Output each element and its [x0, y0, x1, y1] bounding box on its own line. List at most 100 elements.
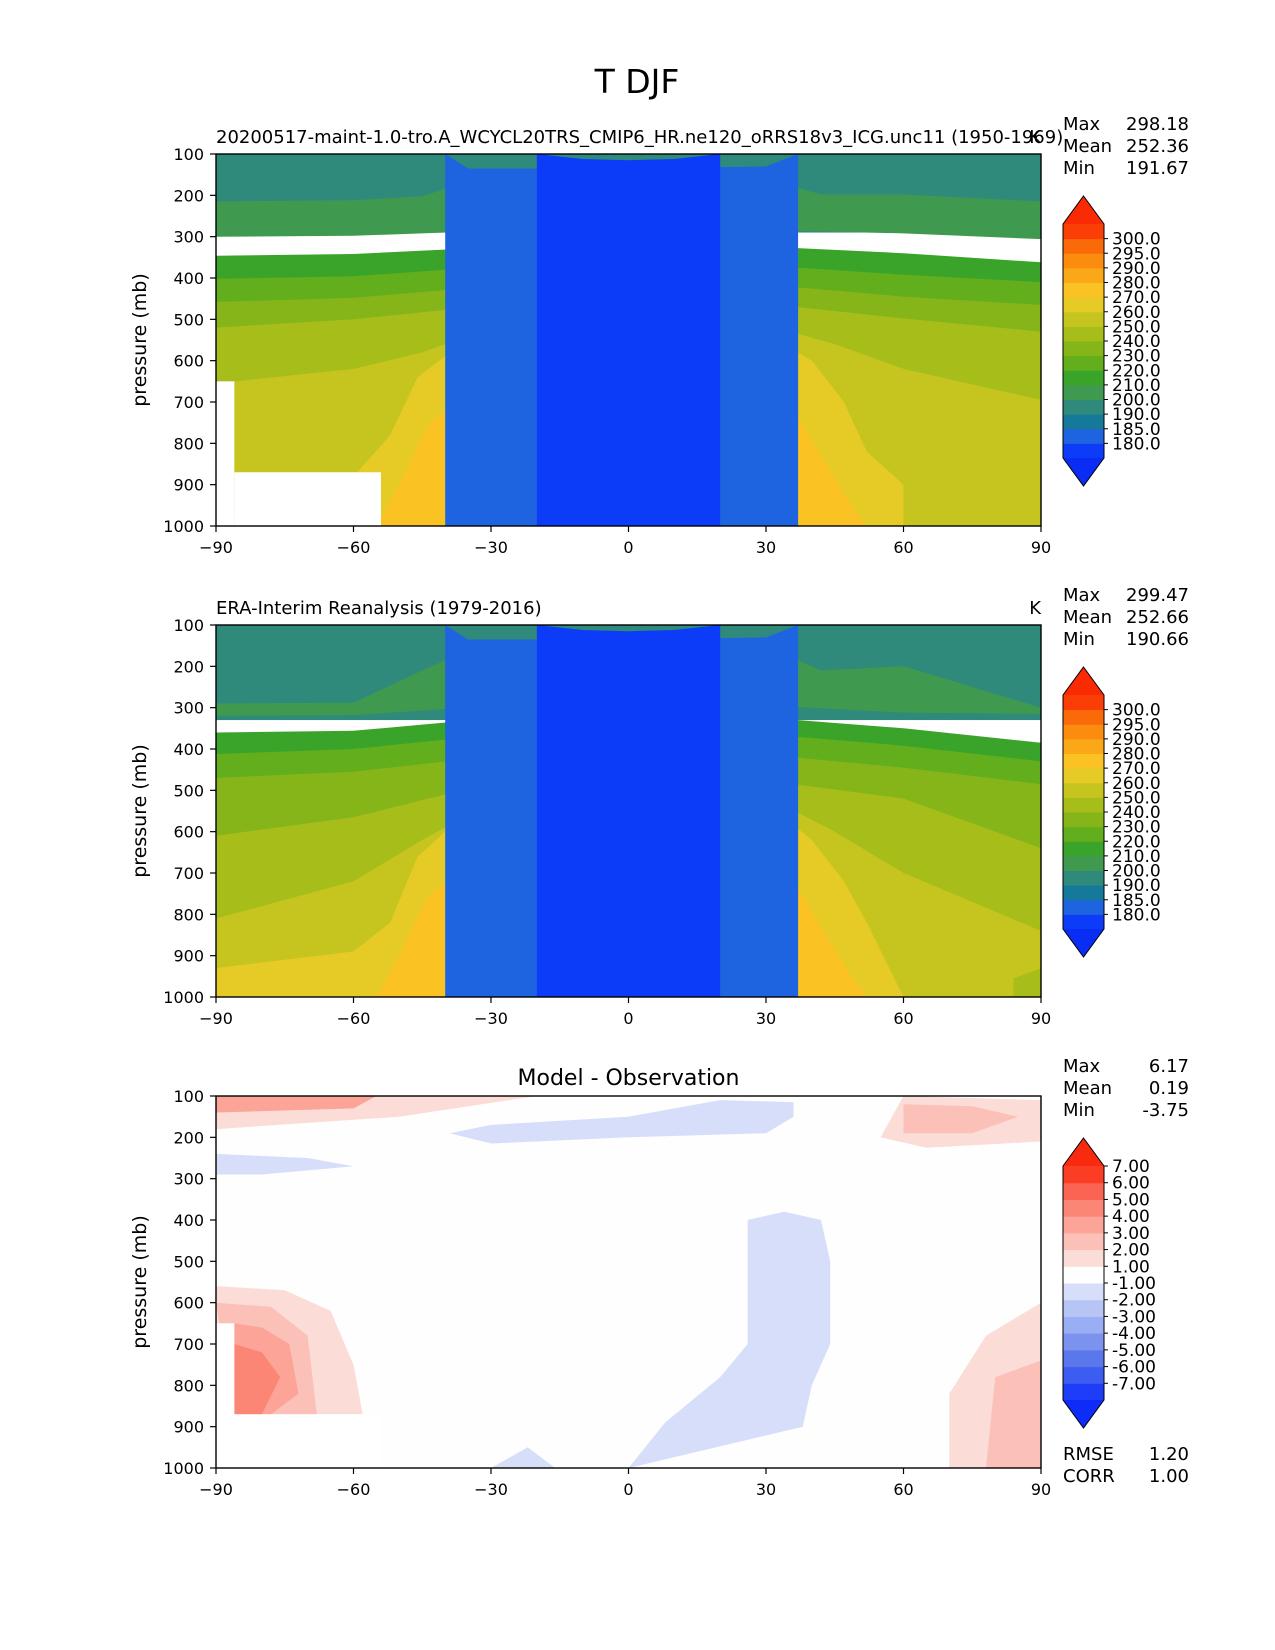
stat-mean-value: 252.36: [1126, 136, 1189, 157]
y-axis-label: pressure (mb): [129, 273, 151, 407]
y-tick-label: 500: [173, 310, 204, 329]
colorbar-swatch: [1063, 797, 1104, 813]
y-tick-label: 500: [173, 781, 204, 800]
colorbar-swatch: [1063, 1299, 1104, 1317]
stat-max-value: 298.18: [1126, 114, 1189, 135]
y-tick-label: 400: [173, 1211, 204, 1230]
colorbar-swatch: [1063, 899, 1104, 915]
colorbar-swatch: [1063, 1383, 1104, 1401]
colorbar-tick-label: 250.0: [1112, 317, 1161, 337]
y-tick-label: 400: [173, 740, 204, 759]
colorbar-swatch: [1063, 753, 1104, 769]
colorbar-swatch: [1063, 1199, 1104, 1217]
x-tick-label: −30: [474, 1009, 508, 1028]
y-axis-label: pressure (mb): [129, 1215, 151, 1349]
stat-mean-value: 0.19: [1149, 1078, 1189, 1099]
colorbar-extend-max: [1063, 196, 1104, 224]
y-tick-label: 800: [173, 1376, 204, 1395]
x-tick-label: 60: [893, 538, 913, 557]
y-tick-label: 600: [173, 352, 204, 371]
colorbar-swatch: [1063, 311, 1104, 327]
colorbar-swatch: [1063, 1283, 1104, 1301]
stat-max-value: 6.17: [1149, 1056, 1189, 1077]
colorbar-tick-label: -2.00: [1112, 1291, 1156, 1311]
panel-observation-units: K: [1029, 598, 1042, 619]
x-tick-label: 30: [756, 538, 776, 557]
colorbar-tick-label: 1.00: [1112, 1257, 1150, 1277]
x-tick-label: −60: [337, 1009, 371, 1028]
panel-difference: Model - Observation Max 6.17 Mean 0.19 M…: [129, 1056, 1189, 1499]
contour-level-6: [449, 1100, 794, 1144]
y-tick-label: 300: [173, 228, 204, 247]
contour-field: [216, 625, 1041, 997]
figure-title: T DJF: [594, 62, 680, 101]
colorbar-swatch: [1063, 914, 1104, 930]
colorbar-swatch: [1063, 1266, 1104, 1284]
colorbar-swatch: [1063, 370, 1104, 386]
colorbar-tick-label: 185.0: [1112, 891, 1161, 911]
colorbar-swatch: [1063, 355, 1104, 371]
colorbar-swatch: [1063, 267, 1104, 283]
contour-level-0: [536, 625, 721, 997]
colorbar-tick-label: 7.00: [1112, 1157, 1150, 1177]
colorbar-tick-label: 230.0: [1112, 347, 1161, 367]
masked-region: [216, 381, 235, 526]
colorbar-tick-label: 270.0: [1112, 759, 1161, 779]
colorbar-swatch: [1063, 326, 1104, 342]
masked-region: [216, 1323, 235, 1468]
stat-min-value: -3.75: [1142, 1100, 1189, 1121]
masked-region: [234, 1414, 381, 1468]
colorbar-tick-label: 270.0: [1112, 288, 1161, 308]
stat-mean-label: Mean: [1063, 1078, 1112, 1099]
colorbar-tick-label: -6.00: [1112, 1358, 1156, 1378]
colorbar-swatch: [1063, 297, 1104, 313]
colorbar-tick-label: 280.0: [1112, 274, 1161, 294]
contour-field: [216, 1096, 1041, 1468]
contour-level-8: [1013, 968, 1041, 997]
x-tick-label: 60: [893, 1009, 913, 1028]
colorbar-tick-label: 210.0: [1112, 847, 1161, 867]
colorbar-swatch: [1063, 855, 1104, 871]
colorbar-extend-min: [1063, 1400, 1104, 1428]
stat-min-label: Min: [1063, 1100, 1095, 1121]
colorbar-tick-label: 300.0: [1112, 701, 1161, 721]
colorbar-tick-label: 185.0: [1112, 420, 1161, 440]
colorbar-swatch: [1063, 826, 1104, 842]
stat-mean-value: 252.66: [1126, 607, 1189, 628]
colorbar-tick-label: 6.00: [1112, 1174, 1150, 1194]
stat-min-value: 190.66: [1126, 629, 1189, 650]
y-tick-label: 800: [173, 905, 204, 924]
stat-rmse-value: 1.20: [1149, 1444, 1189, 1465]
panel-observation-title: ERA-Interim Reanalysis (1979-2016): [216, 598, 542, 619]
colorbar: 180.0185.0190.0200.0210.0220.0230.0240.0…: [1062, 195, 1161, 487]
colorbar-tick-label: 290.0: [1112, 730, 1161, 750]
colorbar-tick-label: 280.0: [1112, 745, 1161, 765]
colorbar-tick-label: 220.0: [1112, 361, 1161, 381]
y-tick-label: 500: [173, 1252, 204, 1271]
x-tick-label: −60: [337, 1480, 371, 1499]
contour-level-6: [628, 1211, 831, 1468]
y-tick-label: 700: [173, 864, 204, 883]
colorbar-swatch: [1063, 428, 1104, 444]
colorbar-swatch: [1063, 885, 1104, 901]
colorbar-swatch: [1063, 399, 1104, 415]
colorbar-tick-label: 260.0: [1112, 303, 1161, 323]
colorbar-tick-label: 210.0: [1112, 376, 1161, 396]
colorbar-tick-label: 295.0: [1112, 244, 1161, 264]
colorbar-tick-label: 180.0: [1112, 905, 1161, 925]
colorbar-tick-label: 180.0: [1112, 434, 1161, 454]
x-tick-label: 90: [1031, 1009, 1051, 1028]
y-tick-label: 200: [173, 657, 204, 676]
colorbar-extend-min: [1063, 458, 1104, 486]
colorbar-swatch: [1063, 1216, 1104, 1234]
x-tick-label: 60: [893, 1480, 913, 1499]
colorbar-swatch: [1063, 1182, 1104, 1200]
y-tick-label: 900: [173, 476, 204, 495]
colorbar-swatch: [1063, 782, 1104, 798]
colorbar-outline: [1062, 195, 1105, 487]
colorbar-swatch: [1063, 695, 1104, 711]
colorbar-tick-label: 295.0: [1112, 715, 1161, 735]
colorbar-tick-label: 200.0: [1112, 862, 1161, 882]
colorbar-tick-label: -7.00: [1112, 1374, 1156, 1394]
colorbar-swatch: [1063, 238, 1104, 254]
